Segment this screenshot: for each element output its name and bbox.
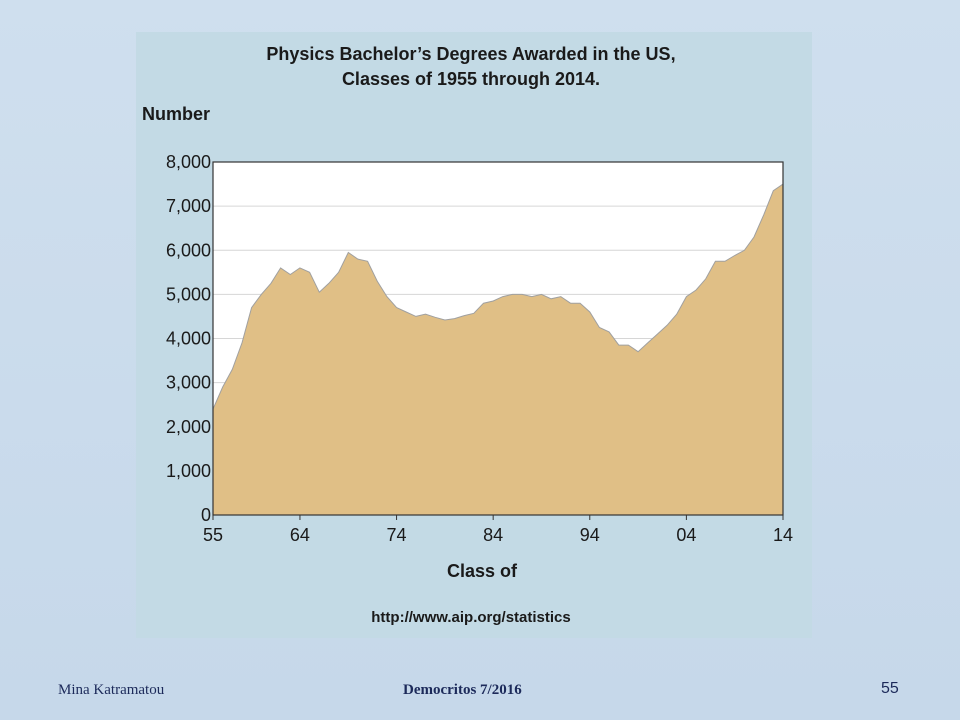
chart-panel: Physics Bachelor’s Degrees Awarded in th… [136, 32, 812, 638]
footer-author: Mina Katramatou [58, 682, 165, 698]
source-link[interactable]: http://www.aip.org/statistics [371, 609, 570, 626]
chart: Physics Bachelor’s Degrees Awarded in th… [142, 44, 793, 626]
y-tick-label: 0 [201, 505, 211, 525]
y-axis-title: Number [142, 104, 210, 124]
x-tick-label: 74 [387, 525, 407, 545]
footer-event: Democritos 7/2016 [403, 682, 522, 698]
x-tick-label: 94 [580, 525, 600, 545]
plot-frame [212, 161, 784, 516]
y-tick-label: 1,000 [166, 461, 211, 481]
data-area [212, 183, 784, 516]
y-tick-label: 2,000 [166, 417, 211, 437]
y-tick-label: 6,000 [166, 240, 211, 260]
x-tick-label: 84 [483, 525, 503, 545]
x-axis-title: Class of [447, 561, 518, 581]
y-tick-label: 7,000 [166, 196, 211, 216]
chart-title-line-2: Classes of 1955 through 2014. [342, 69, 600, 89]
x-tick-labels: 55 64 74 84 94 04 14 [203, 515, 793, 545]
y-tick-label: 4,000 [166, 329, 211, 349]
x-tick-label: 14 [773, 525, 793, 545]
y-tick-label: 5,000 [166, 284, 211, 304]
chart-title-line-1: Physics Bachelor’s Degrees Awarded in th… [266, 44, 675, 64]
x-tick-label: 64 [290, 525, 310, 545]
x-tick-label: 04 [676, 525, 696, 545]
y-tick-label: 8,000 [166, 152, 211, 172]
x-tick-label: 55 [203, 525, 223, 545]
slide-number: 55 [881, 680, 899, 697]
y-tick-labels: 0 1,000 2,000 3,000 4,000 5,000 6,000 7,000 8,00… [166, 152, 211, 525]
y-tick-label: 3,000 [166, 373, 211, 393]
